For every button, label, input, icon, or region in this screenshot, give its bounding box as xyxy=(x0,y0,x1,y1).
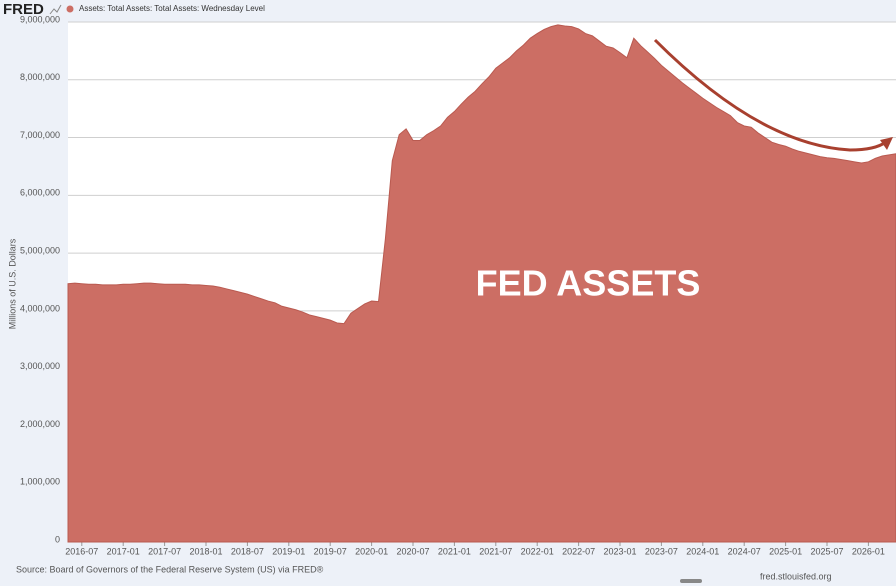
x-tick-label: 2023-07 xyxy=(645,546,678,556)
trend-arrowhead xyxy=(880,137,893,150)
y-tick-label: 6,000,000 xyxy=(20,188,60,198)
y-tick-label: 4,000,000 xyxy=(20,303,60,313)
logo: FRED xyxy=(3,1,44,18)
x-tick-label: 2019-01 xyxy=(272,546,305,556)
source: Source: Board of Governors of the Federa… xyxy=(16,564,324,574)
x-tick-label: 2022-01 xyxy=(521,546,554,556)
y-tick-label: 7,000,000 xyxy=(20,130,60,140)
area xyxy=(67,24,896,543)
y-tick-label: 5,000,000 xyxy=(20,245,60,255)
x-tick-label: 2021-07 xyxy=(479,546,512,556)
y-axis-label: Millions of U.S. Dollars xyxy=(7,238,17,329)
marks xyxy=(67,24,896,543)
x-tick-label: 2019-07 xyxy=(314,546,347,556)
y-tick-label: 3,000,000 xyxy=(20,361,60,371)
x-tick-label: 2017-07 xyxy=(148,546,181,556)
x-tick-label: 2025-01 xyxy=(769,546,802,556)
y-tick-label: 0 xyxy=(55,534,60,544)
site: fred.stlouisfed.org xyxy=(760,571,832,581)
y-tick-label: 2,000,000 xyxy=(20,419,60,429)
y-tick-label: 1,000,000 xyxy=(20,477,60,487)
y-tick-label: 8,000,000 xyxy=(20,72,60,82)
x-tick-label: 2017-01 xyxy=(107,546,140,556)
x-tick-label: 2023-01 xyxy=(603,546,636,556)
x-tick-label: 2024-07 xyxy=(728,546,761,556)
logo-icon xyxy=(49,4,62,15)
x-tick-label: 2020-07 xyxy=(396,546,429,556)
labels: FRED Millions of U.S. Dollars FED ASSETS… xyxy=(3,1,885,581)
x-tick-label: 2016-07 xyxy=(65,546,98,556)
x-tick-label: 2025-07 xyxy=(810,546,843,556)
x-tick-label: 2024-01 xyxy=(686,546,719,556)
legend-marker xyxy=(66,5,74,13)
x-tick-label: 2018-07 xyxy=(231,546,264,556)
x-tick-label: 2022-07 xyxy=(562,546,595,556)
x-tick-label: 2026-01 xyxy=(852,546,885,556)
scroll-indicator xyxy=(680,579,702,583)
x-tick-label: 2020-01 xyxy=(355,546,388,556)
x-tick-label: 2018-01 xyxy=(189,546,222,556)
annotation: FED ASSETS xyxy=(476,263,701,304)
y-tick-label: 9,000,000 xyxy=(20,14,60,24)
legend-label: Assets: Total Assets: Total Assets: Wedn… xyxy=(79,4,265,13)
x-tick-label: 2021-01 xyxy=(438,546,471,556)
trend-arrow xyxy=(653,38,887,152)
